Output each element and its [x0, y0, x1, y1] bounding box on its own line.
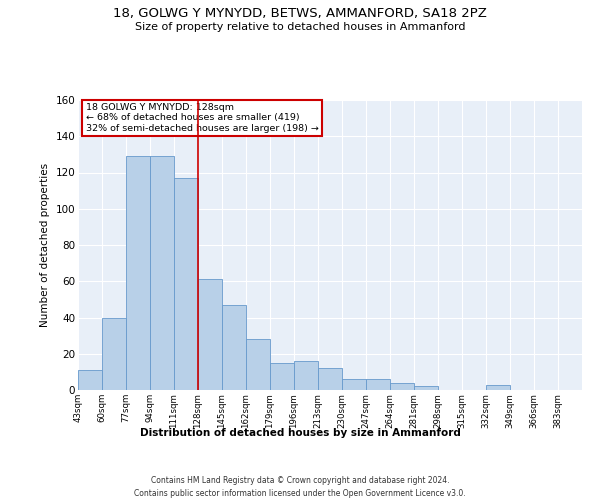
- Bar: [247, 339, 269, 390]
- Text: 18 GOLWG Y MYNYDD: 128sqm
← 68% of detached houses are smaller (419)
32% of semi: 18 GOLWG Y MYNYDD: 128sqm ← 68% of detac…: [86, 103, 319, 132]
- Bar: [343, 379, 365, 390]
- Bar: [79, 370, 101, 390]
- Bar: [175, 178, 197, 390]
- Text: Contains HM Land Registry data © Crown copyright and database right 2024.
Contai: Contains HM Land Registry data © Crown c…: [134, 476, 466, 498]
- Bar: [487, 384, 509, 390]
- Bar: [271, 363, 293, 390]
- Bar: [319, 368, 341, 390]
- Bar: [223, 305, 245, 390]
- Bar: [367, 379, 389, 390]
- Bar: [103, 318, 125, 390]
- Y-axis label: Number of detached properties: Number of detached properties: [40, 163, 50, 327]
- Text: 18, GOLWG Y MYNYDD, BETWS, AMMANFORD, SA18 2PZ: 18, GOLWG Y MYNYDD, BETWS, AMMANFORD, SA…: [113, 8, 487, 20]
- Bar: [151, 156, 173, 390]
- Bar: [127, 156, 149, 390]
- Text: Size of property relative to detached houses in Ammanford: Size of property relative to detached ho…: [135, 22, 465, 32]
- Text: Distribution of detached houses by size in Ammanford: Distribution of detached houses by size …: [140, 428, 460, 438]
- Bar: [415, 386, 437, 390]
- Bar: [199, 280, 221, 390]
- Bar: [391, 383, 413, 390]
- Bar: [295, 361, 317, 390]
